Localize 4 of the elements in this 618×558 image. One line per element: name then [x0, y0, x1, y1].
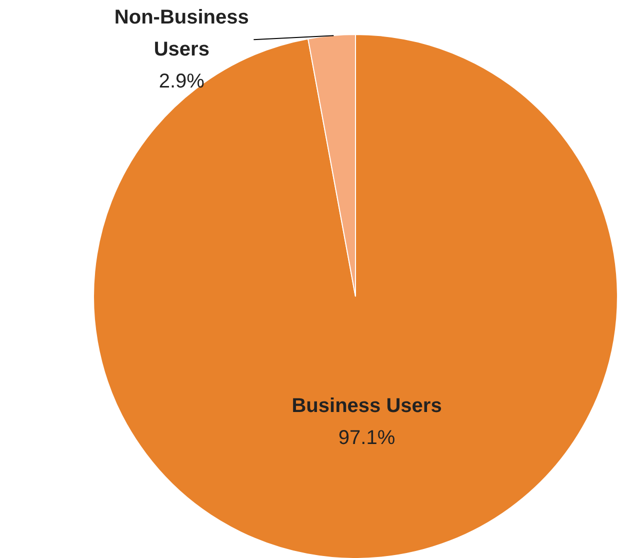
data-label: 2.9%: [158, 70, 205, 93]
data-label: 97.1%: [338, 426, 396, 449]
slice-label: Business Users: [292, 394, 442, 417]
slice-label: Non-Business Users: [114, 6, 249, 61]
